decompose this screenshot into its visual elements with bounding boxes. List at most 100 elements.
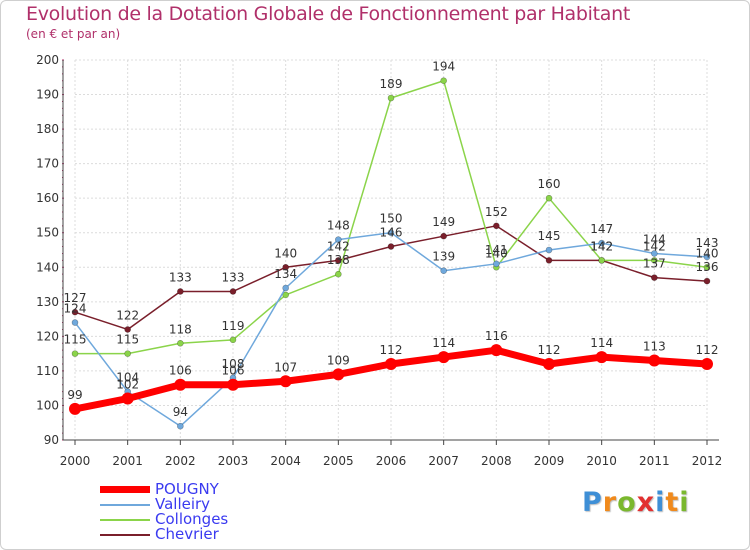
legend-label: POUGNY <box>155 480 219 498</box>
legend-label: Valleiry <box>155 495 211 513</box>
data-point-valleiry <box>703 253 711 261</box>
data-label-collonges: 142 <box>590 239 613 253</box>
data-label-pougny: 106 <box>222 364 245 378</box>
legend-swatch <box>100 486 150 493</box>
data-label-pougny: 99 <box>67 388 82 402</box>
legend-label: Collonges <box>155 510 229 528</box>
data-label-valleiry: 124 <box>64 302 87 316</box>
data-point-valleiry <box>282 284 289 292</box>
x-tick-label: 2011 <box>639 454 670 468</box>
data-label-pougny: 116 <box>485 329 508 343</box>
x-tick-label: 2001 <box>112 454 143 468</box>
x-tick-label: 2000 <box>60 454 91 468</box>
data-point-pougny <box>595 351 608 364</box>
data-label-pougny: 112 <box>380 343 403 357</box>
data-point-chevrier <box>651 274 658 281</box>
data-label-pougny: 113 <box>643 340 666 354</box>
data-point-pougny <box>437 351 450 364</box>
y-tick-label: 190 <box>36 88 59 102</box>
chart-subtitle: (en € et par an) <box>26 27 121 41</box>
data-label-chevrier: 149 <box>432 215 455 229</box>
data-point-chevrier <box>124 326 131 333</box>
x-tick-label: 2009 <box>534 454 565 468</box>
data-point-collonges <box>335 270 342 278</box>
data-label-valleiry: 150 <box>380 212 403 226</box>
y-tick-label: 200 <box>36 53 59 67</box>
data-label-chevrier: 140 <box>274 246 297 260</box>
data-point-valleiry <box>335 236 342 243</box>
y-tick-label: 170 <box>36 157 59 171</box>
x-tick-label: 2010 <box>586 454 617 468</box>
axes: 90 100 110 120 130 140 150 160 170 180 190 200 2000 2… <box>36 53 722 468</box>
data-point-valleiry <box>440 267 447 275</box>
data-label-collonges: 189 <box>380 77 403 91</box>
data-label-collonges: 160 <box>538 177 561 191</box>
data-label-collonges: 118 <box>169 322 192 336</box>
data-point-pougny <box>701 358 713 370</box>
data-point-collonges <box>545 194 553 202</box>
data-point-valleiry <box>651 250 658 257</box>
data-label-chevrier: 146 <box>380 226 403 240</box>
data-point-collonges <box>282 291 289 299</box>
data-label-pougny: 109 <box>327 353 350 367</box>
data-label-pougny: 114 <box>590 336 613 350</box>
data-point-collonges <box>387 94 395 102</box>
data-point-chevrier <box>177 288 184 295</box>
data-label-collonges: 140 <box>696 246 719 260</box>
data-label-chevrier: 136 <box>696 260 719 274</box>
y-tick-label: 130 <box>36 295 59 309</box>
data-label-pougny: 114 <box>432 336 455 350</box>
x-tick-label: 2003 <box>218 454 249 468</box>
y-tick-label: 140 <box>36 260 59 274</box>
data-point-collonges <box>229 336 237 344</box>
data-point-valleiry <box>71 319 79 326</box>
y-tick-label: 150 <box>36 226 59 240</box>
data-point-chevrier <box>545 257 553 264</box>
data-label-valleiry: 104 <box>116 371 139 385</box>
data-label-collonges: 142 <box>643 239 666 253</box>
y-tick-label: 160 <box>36 191 59 205</box>
data-label-collonges: 115 <box>116 333 139 347</box>
data-point-collonges <box>703 263 711 271</box>
data-point-collonges <box>651 257 658 264</box>
data-point-pougny <box>543 358 555 370</box>
x-tick-label: 2004 <box>270 454 301 468</box>
data-point-pougny <box>121 392 134 405</box>
data-point-valleiry <box>598 239 605 247</box>
data-point-chevrier <box>440 232 447 240</box>
proxiti-logo: Proxiti <box>582 487 690 518</box>
series <box>69 77 713 430</box>
data-point-collonges <box>440 77 447 85</box>
data-point-chevrier <box>703 277 711 285</box>
y-tick-label: 120 <box>36 329 59 343</box>
x-tick-label: 2007 <box>428 454 459 468</box>
data-point-pougny <box>174 378 187 391</box>
x-tick-label: 2005 <box>323 454 354 468</box>
data-label-pougny: 112 <box>538 343 561 357</box>
data-label-valleiry: 147 <box>590 222 613 236</box>
data-point-valleiry <box>387 229 395 237</box>
data-label-chevrier: 133 <box>222 270 245 284</box>
data-label-valleiry: 145 <box>538 229 561 243</box>
y-tick-label: 110 <box>36 364 59 378</box>
data-point-valleiry <box>545 246 553 254</box>
data-label-collonges: 115 <box>64 333 87 347</box>
data-point-chevrier <box>387 243 395 250</box>
data-label-collonges: 194 <box>432 60 455 74</box>
x-tick-label: 2008 <box>481 454 512 468</box>
legend-swatch <box>100 519 150 521</box>
data-label-chevrier: 122 <box>116 308 139 322</box>
data-point-pougny <box>69 402 81 415</box>
data-label-valleiry: 141 <box>485 243 508 257</box>
data-label-collonges: 140 <box>485 246 508 260</box>
data-label-chevrier: 133 <box>169 270 192 284</box>
data-label-valleiry: 94 <box>173 405 188 419</box>
data-point-pougny <box>332 368 345 381</box>
data-point-valleiry <box>177 422 184 430</box>
data-label-collonges: 119 <box>222 319 245 333</box>
data-label-chevrier: 137 <box>643 257 666 271</box>
data-point-chevrier <box>493 222 500 230</box>
data-label-valleiry: 144 <box>643 232 666 246</box>
legend-swatch <box>100 504 150 506</box>
x-tick-label: 2006 <box>376 454 407 468</box>
